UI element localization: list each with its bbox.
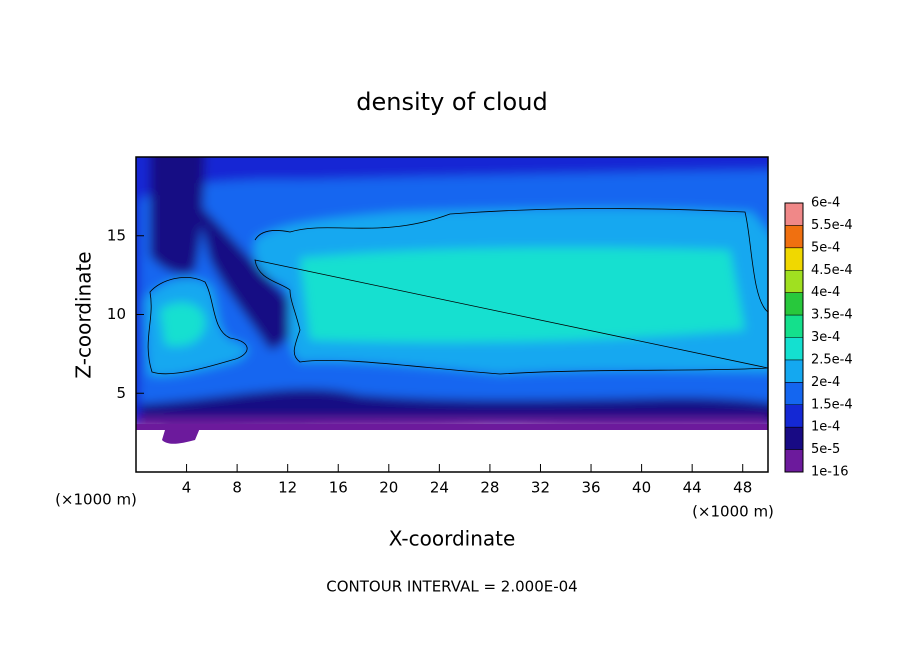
x-tick-label: 28 — [480, 479, 499, 497]
colorbar-label: 3e-4 — [811, 330, 840, 345]
y-tick-label: 10 — [107, 305, 126, 323]
x-tick-label: 24 — [430, 479, 449, 497]
contour-field — [136, 157, 768, 472]
y-axis-label: Z-coordinate — [72, 251, 96, 378]
contour-line — [147, 208, 768, 375]
field-layers — [136, 157, 768, 442]
colorbar-cell — [785, 404, 803, 428]
colorbar-label: 6e-4 — [811, 196, 840, 211]
x-tick-label: 16 — [329, 479, 348, 497]
x-tick-label: 12 — [278, 479, 297, 497]
colorbar-label: 2.5e-4 — [811, 352, 853, 367]
ground — [136, 424, 768, 430]
colorbar-label: 5e-4 — [811, 240, 840, 255]
x-tick-label: 4 — [182, 479, 192, 497]
x-tick-label: 20 — [379, 479, 398, 497]
colorbar-label: 5e-5 — [811, 442, 840, 457]
y-tick-label: 5 — [116, 384, 126, 402]
colorbar-cell — [785, 337, 803, 360]
colorbar-label: 1.5e-4 — [811, 397, 853, 412]
contour-region — [150, 157, 205, 274]
colorbar-label: 1e-4 — [811, 420, 840, 435]
x-tick-label: 32 — [531, 479, 550, 497]
colorbar-cell — [785, 315, 803, 338]
x-tick-label: 48 — [733, 479, 752, 497]
y-unit-label: (×1000 m) — [55, 491, 137, 509]
colorbar-label: 1e-16 — [811, 465, 849, 480]
colorbar-cell — [785, 382, 803, 405]
x-unit-label: (×1000 m) — [692, 503, 774, 521]
colorbar-cell — [785, 449, 803, 472]
colorbar-label: 3.5e-4 — [811, 308, 853, 323]
colorbar-label: 5.5e-4 — [811, 218, 853, 233]
x-axis-label: X-coordinate — [389, 527, 516, 551]
contour-region — [160, 302, 206, 347]
y-tick-label: 15 — [107, 226, 126, 244]
colorbar-cell — [785, 203, 803, 226]
x-tick-label: 44 — [683, 479, 702, 497]
colorbar-cell — [785, 292, 803, 316]
colorbar-cell — [785, 359, 803, 383]
colorbar-cell — [785, 225, 803, 248]
x-tick-label: 40 — [632, 479, 651, 497]
colorbar-cell — [785, 270, 803, 293]
contour-region — [300, 247, 745, 343]
chart-title: density of cloud — [356, 88, 547, 116]
colorbar-label: 4e-4 — [811, 285, 840, 300]
x-tick-label: 36 — [581, 479, 600, 497]
colorbar-label: 4.5e-4 — [811, 263, 853, 278]
footnote: CONTOUR INTERVAL = 2.000E-04 — [326, 578, 577, 596]
contour-region — [195, 200, 294, 350]
x-tick-label: 8 — [232, 479, 242, 497]
colorbar-cell — [785, 427, 803, 450]
ground-patch — [162, 427, 200, 444]
contour-region — [140, 388, 768, 424]
colorbar-cell — [785, 247, 803, 271]
colorbar-label: 2e-4 — [811, 375, 840, 390]
ground — [136, 430, 768, 472]
